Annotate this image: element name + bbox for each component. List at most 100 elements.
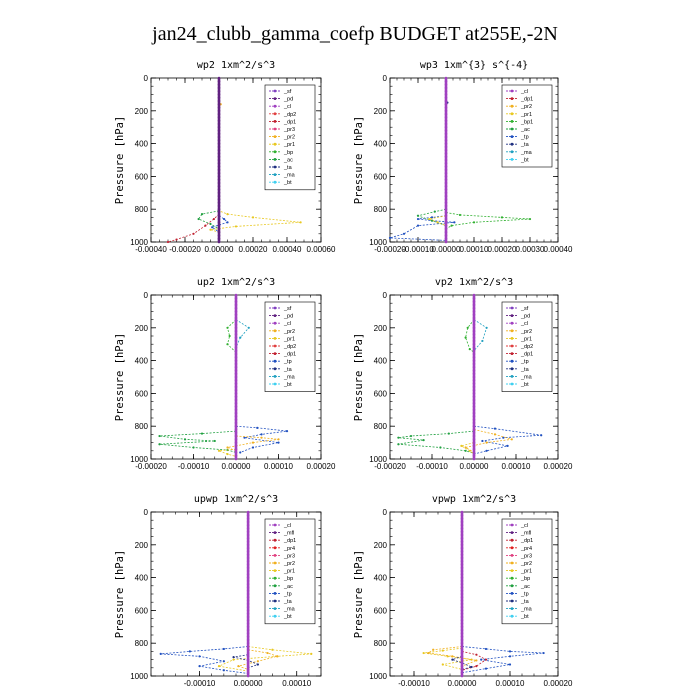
legend-label: _bt bbox=[520, 157, 529, 163]
series-point-_ac bbox=[422, 439, 425, 442]
x-tick-label: 0.00010 bbox=[264, 462, 293, 471]
series-point-_pr1 bbox=[422, 651, 425, 655]
legend-marker bbox=[510, 344, 514, 348]
series-point-_pr2 bbox=[237, 665, 240, 668]
series-point-_cl bbox=[460, 579, 464, 583]
x-tick-label: 0.00010 bbox=[496, 679, 525, 688]
panel-upwp: upwp 1xm^2/s^3 Pressure [hPa] 0 200 400 600 80… bbox=[114, 494, 322, 688]
series-line-_ac bbox=[398, 430, 475, 454]
series-point-_cl bbox=[246, 592, 250, 596]
series-point-_ma bbox=[485, 326, 488, 329]
legend-label: _ac bbox=[283, 584, 293, 590]
series-point-_cl bbox=[246, 527, 250, 530]
series-point-_cl bbox=[444, 102, 448, 106]
series-point-_cl bbox=[460, 658, 464, 661]
x-tick-label: 0.00020 bbox=[544, 679, 573, 688]
series-line-_pr1 bbox=[218, 448, 237, 457]
series-point-_tp bbox=[484, 667, 488, 670]
legend-marker bbox=[510, 561, 514, 565]
series-point-_pd bbox=[217, 217, 221, 221]
y-tick-label: 600 bbox=[135, 172, 149, 181]
series-point-_cl bbox=[460, 605, 464, 609]
y-tick-label: 800 bbox=[374, 422, 388, 431]
series-point-_cl bbox=[472, 438, 476, 441]
series-point-_cl bbox=[246, 556, 250, 560]
panel-vp2: vp2 1xm^2/s^3 Pressure [hPa] 0 200 400 600 800… bbox=[353, 277, 573, 471]
legend-marker bbox=[273, 584, 277, 588]
series-point-_pd bbox=[217, 194, 221, 198]
legend-label: _pr2 bbox=[283, 135, 295, 141]
y-tick-label: 1000 bbox=[130, 672, 148, 681]
series-point-_cl bbox=[472, 441, 476, 444]
legend-label: _ma bbox=[283, 607, 296, 613]
series-point-_cl bbox=[460, 602, 464, 606]
legend-label: _bp bbox=[283, 576, 293, 582]
series-point-_pd bbox=[217, 198, 221, 201]
legend-marker bbox=[510, 127, 514, 131]
series-point-_pd bbox=[217, 106, 221, 109]
series-point-_cl bbox=[460, 618, 464, 622]
legend-label: _cl bbox=[283, 321, 291, 327]
series-point-_cl bbox=[472, 434, 476, 438]
series-point-_pd bbox=[217, 109, 221, 113]
series-point-_pd bbox=[217, 96, 221, 99]
series-point-_cl bbox=[460, 533, 464, 537]
series-point-_pd bbox=[217, 181, 221, 185]
series-point-_cl bbox=[246, 546, 250, 550]
series-point-_pd bbox=[217, 175, 221, 178]
series-point-_tp bbox=[485, 449, 488, 452]
y-axis-label: Pressure [hPa] bbox=[114, 116, 126, 205]
legend-label: _ta bbox=[283, 165, 293, 171]
series-point-_cl bbox=[460, 648, 464, 652]
series-point-_pr1 bbox=[299, 221, 302, 224]
legend-label: _pr4 bbox=[283, 546, 295, 552]
series-point-_cl bbox=[234, 303, 238, 307]
series-point-_cl bbox=[472, 415, 476, 418]
legend-label: _pd bbox=[283, 314, 293, 320]
series-point-_ta bbox=[256, 663, 259, 666]
series-point-_tp bbox=[198, 665, 201, 668]
series-point-_tp bbox=[508, 650, 512, 653]
series-point-_cl bbox=[472, 316, 476, 320]
series-point-_ac bbox=[397, 443, 400, 446]
y-tick-label: 400 bbox=[374, 574, 388, 583]
series-point-_cl bbox=[472, 326, 476, 330]
series-point-_cl bbox=[234, 365, 238, 369]
y-tick-label: 0 bbox=[383, 74, 388, 83]
series-point-_cl bbox=[460, 536, 464, 540]
series-point-_cl bbox=[444, 201, 448, 204]
series-point-_cl bbox=[246, 638, 250, 642]
series-point-_cl bbox=[444, 93, 448, 96]
legend-label: _dp1 bbox=[283, 119, 296, 125]
legend-marker bbox=[273, 367, 277, 371]
series-point-_cl bbox=[246, 612, 250, 615]
y-tick-label: 200 bbox=[135, 324, 149, 333]
series-line-_tp bbox=[461, 646, 544, 674]
series-point-_tp bbox=[402, 232, 406, 235]
legend-marker bbox=[510, 531, 514, 534]
panel-wp3: wp3 1xm^{3} s^{-4} Pressure [hPa] 0 200 400 6… bbox=[353, 60, 573, 254]
series-point-_cl bbox=[472, 428, 476, 431]
legend-label: _pr2 bbox=[520, 329, 532, 335]
series-point-_cl bbox=[246, 632, 250, 635]
series-point-_pd bbox=[217, 122, 221, 126]
legend-label: _ac bbox=[520, 584, 530, 590]
legend-label: _bt bbox=[283, 614, 292, 620]
series-point-_cl bbox=[472, 395, 476, 398]
series-point-_cl bbox=[246, 622, 250, 625]
series-point-_cl bbox=[444, 122, 448, 126]
panel-title: up2 1xm^2/s^3 bbox=[197, 277, 275, 288]
series-point-_cl bbox=[460, 517, 464, 520]
series-point-_cl bbox=[234, 316, 238, 320]
series-point-_pd bbox=[217, 168, 221, 172]
series-point-_cl bbox=[246, 530, 250, 533]
series-point-_cl bbox=[472, 362, 476, 366]
series-line-_pr2 bbox=[226, 435, 279, 452]
legend-label: _ma bbox=[520, 150, 533, 156]
series-point-_tp bbox=[222, 660, 225, 663]
series-point-_pd bbox=[217, 145, 221, 149]
legend-label: _pr3 bbox=[283, 553, 295, 559]
series-point-_cl bbox=[472, 385, 476, 389]
series-point-_cl bbox=[472, 375, 476, 379]
legend-marker bbox=[273, 561, 277, 565]
